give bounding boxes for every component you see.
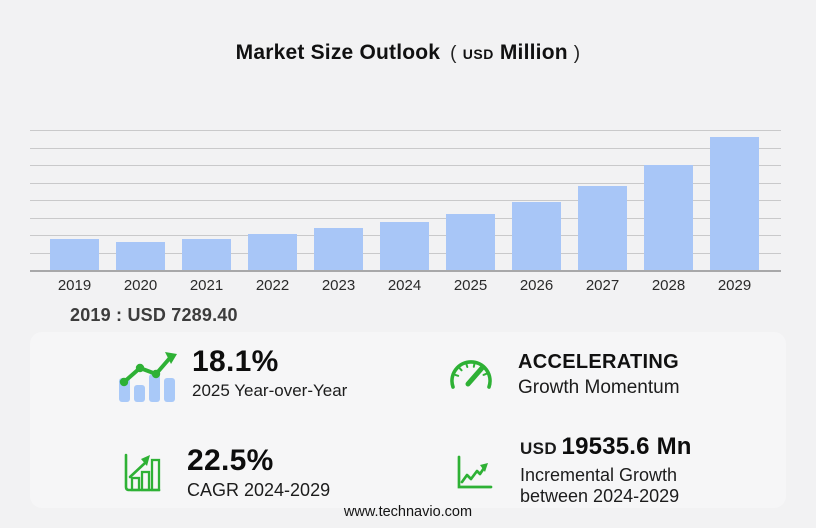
- plot-area: [30, 130, 781, 272]
- incremental-icon-wrap: [455, 455, 493, 491]
- chart-title-main: Market Size Outlook: [235, 41, 441, 64]
- chart-title-unit: Million: [499, 41, 568, 64]
- x-tick-2023: 2023: [321, 277, 356, 294]
- x-tick-2026: 2026: [519, 277, 554, 294]
- gauge-icon: [446, 353, 496, 397]
- gridline: [30, 165, 781, 166]
- bar-2020: [116, 242, 165, 271]
- x-tick-2020: 2020: [123, 277, 158, 294]
- momentum-label: Growth Momentum: [518, 377, 680, 398]
- cagr-value: 22.5%: [187, 444, 274, 477]
- gridline: [30, 130, 781, 131]
- bar-2021: [182, 239, 231, 271]
- open-paren: (: [450, 43, 457, 64]
- stat-momentum: ACCELERATING Growth Momentum: [446, 351, 680, 399]
- website-url: www.technavio.com: [343, 504, 473, 520]
- line-chart-axis-icon: [455, 455, 493, 491]
- gridline: [30, 182, 781, 184]
- stats-panel: [30, 332, 786, 508]
- bar-2029: [710, 137, 759, 271]
- incremental-value: 19535.6 Mn: [561, 433, 692, 460]
- yoy-label: 2025 Year-over-Year: [192, 380, 348, 400]
- growth-bars-icon: [121, 452, 161, 496]
- gridline: [30, 200, 781, 201]
- x-tick-2025: 2025: [453, 277, 488, 294]
- bar-2023: [314, 228, 363, 271]
- incremental-currency: USD: [520, 439, 558, 458]
- incremental-value-line: USD 19535.6 Mn: [520, 433, 692, 461]
- bar-2027: [578, 186, 627, 271]
- x-tick-2027: 2027: [585, 277, 620, 294]
- bar-2026: [512, 202, 561, 271]
- trend-bars-icon: [116, 350, 178, 404]
- close-paren: ): [573, 43, 581, 64]
- incremental-label-2: between 2024-2029: [520, 486, 680, 506]
- x-axis-line: [30, 270, 781, 272]
- incremental-label-1: Incremental Growth: [520, 465, 678, 485]
- gridline: [30, 217, 781, 219]
- x-tick-2028: 2028: [651, 277, 686, 294]
- stat-incremental: USD 19535.6 Mn Incremental Growth betwee…: [520, 433, 692, 507]
- x-tick-2021: 2021: [189, 277, 224, 294]
- bar-2024: [380, 222, 429, 271]
- bar-2019: [50, 239, 99, 271]
- bar-2025: [446, 214, 495, 271]
- x-tick-2022: 2022: [255, 277, 290, 294]
- momentum-value: ACCELERATING: [518, 351, 680, 373]
- gridline: [30, 147, 781, 149]
- yoy-value: 18.1%: [192, 345, 279, 378]
- stat-yoy: 18.1% 2025 Year-over-Year: [116, 345, 348, 404]
- cagr-label: CAGR 2024-2029: [187, 479, 331, 500]
- x-tick-2024: 2024: [387, 277, 422, 294]
- base-year-value-note: 2019 : USD 7289.40: [70, 305, 238, 325]
- stat-cagr: 22.5% CAGR 2024-2029: [121, 444, 331, 500]
- x-tick-2019: 2019: [57, 277, 92, 294]
- x-tick-2029: 2029: [717, 277, 752, 294]
- chart-title-currency: USD: [462, 46, 494, 62]
- bar-2022: [248, 234, 297, 271]
- x-axis-labels: 2019 2020 2021 2022 2023 2024 2025 2026 2027 2028…: [30, 277, 781, 295]
- chart-title: Market Size Outlook ( USD Million ): [0, 41, 816, 65]
- bar-2028: [644, 165, 693, 271]
